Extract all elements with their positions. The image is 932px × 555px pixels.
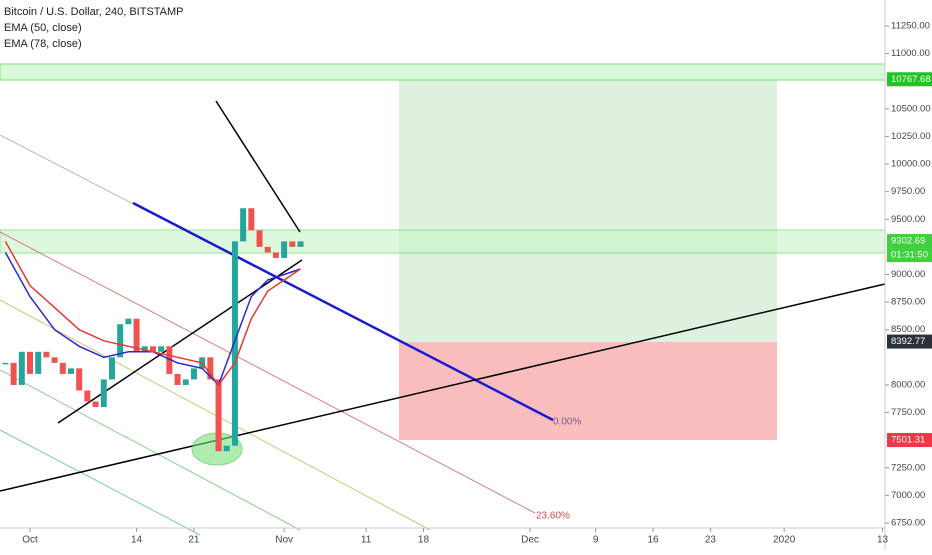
y-tick-label: 11000.00	[891, 48, 930, 59]
fib-line	[0, 369, 301, 531]
y-tick-label: 9750.00	[891, 186, 925, 197]
candle	[248, 208, 255, 231]
price-label-bg	[887, 234, 932, 249]
x-tick-label: 9	[593, 535, 599, 546]
y-tick-label: 7000.00	[891, 490, 925, 501]
y-tick-label: 10500.00	[891, 103, 931, 114]
candle	[133, 318, 140, 352]
candle	[215, 379, 222, 452]
y-tick-label: 7250.00	[891, 462, 925, 473]
price-label: 7501.31	[891, 435, 925, 446]
candle	[84, 390, 91, 402]
x-tick-label: 11	[361, 535, 372, 546]
candle	[92, 401, 99, 408]
drawings: 0.00% 23.60%	[0, 63, 886, 536]
candle	[166, 346, 173, 374]
candle	[117, 324, 124, 358]
y-tick-label: 7750.00	[891, 407, 925, 418]
loss-zone	[399, 342, 777, 440]
y-tick-label: 9500.00	[891, 214, 925, 225]
y-tick-label: 10250.00	[891, 131, 931, 142]
fib-line	[0, 231, 536, 514]
candle	[297, 241, 304, 247]
price-label-bg	[887, 334, 932, 349]
candle	[59, 362, 66, 374]
candle	[10, 362, 17, 385]
price-label-bg	[887, 72, 932, 87]
x-tick-label: Dec	[521, 535, 539, 546]
candle	[18, 351, 25, 385]
candle	[125, 318, 132, 325]
fib-line	[0, 429, 201, 536]
y-tick-label: 8000.00	[891, 379, 925, 390]
x-tick-label: 23	[705, 535, 717, 546]
candle	[2, 362, 9, 365]
price-label-bg	[887, 433, 932, 448]
y-tick-label: 10000.00	[891, 159, 931, 170]
candle	[190, 368, 197, 380]
support-zone	[0, 229, 886, 254]
trend-line	[0, 283, 886, 492]
trend-line	[132, 201, 554, 422]
x-tick-label: 21	[188, 535, 200, 546]
candle	[240, 208, 247, 242]
candle	[67, 368, 74, 374]
price-label: 9302.69	[891, 236, 925, 247]
candle	[141, 346, 148, 352]
candle	[289, 241, 296, 247]
candle	[76, 368, 83, 391]
x-tick-label: 18	[418, 535, 430, 546]
x-tick-label: 14	[131, 535, 143, 546]
candle	[51, 357, 58, 363]
candle	[158, 346, 165, 352]
trend-line	[215, 100, 301, 233]
candle	[43, 351, 50, 358]
y-tick-label: 8750.00	[891, 297, 925, 308]
x-tick-label: 13	[877, 535, 889, 546]
x-tick-label: Oct	[22, 535, 38, 546]
candle	[231, 241, 238, 446]
profit-zone	[399, 80, 777, 342]
fib-label: 0.00%	[553, 417, 581, 428]
candle	[35, 351, 42, 374]
candle	[108, 357, 115, 380]
candle	[149, 346, 156, 352]
fib-line	[0, 299, 431, 531]
chart-title: Bitcoin / U.S. Dollar, 240, BITSTAMP	[4, 6, 184, 18]
candle	[100, 379, 107, 408]
candle	[264, 246, 271, 253]
candle	[272, 252, 279, 258]
legend-entry: EMA (78, close)	[4, 38, 82, 50]
candle	[281, 241, 288, 258]
y-tick-label: 8500.00	[891, 324, 925, 335]
y-tick-label: 11250.00	[891, 21, 930, 32]
x-tick-label: Nov	[275, 535, 293, 546]
price-label: 10767.68	[891, 74, 931, 85]
candle	[223, 445, 230, 452]
candle	[256, 230, 263, 247]
x-tick-label: 16	[647, 535, 659, 546]
legend-entry: EMA (50, close)	[4, 22, 82, 34]
candle	[182, 379, 189, 385]
ema-line	[4, 241, 301, 387]
x-tick-label: 2020	[773, 535, 796, 546]
y-tick-label: 6750.00	[891, 518, 925, 529]
candle	[27, 351, 34, 374]
candle	[174, 373, 181, 385]
countdown-bg	[887, 248, 932, 263]
ema-line	[4, 252, 301, 387]
y-tick-label: 9000.00	[891, 269, 925, 280]
countdown: 01:31:50	[891, 250, 928, 261]
price-label: 8392.77	[891, 336, 925, 347]
candle	[207, 357, 214, 380]
resistance-zone	[0, 63, 886, 81]
fib-label: 23.60%	[536, 511, 570, 522]
